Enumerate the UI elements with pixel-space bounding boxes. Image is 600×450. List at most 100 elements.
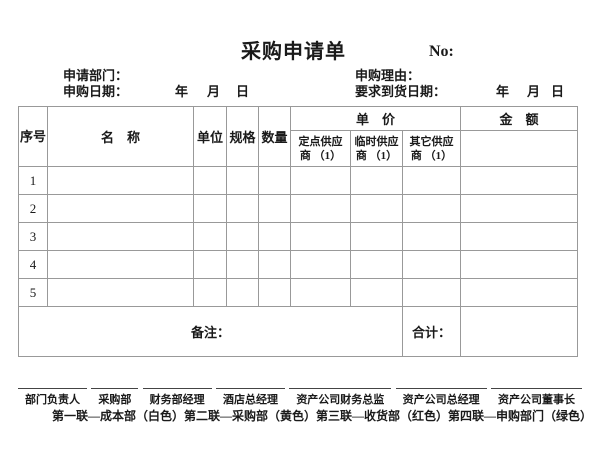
signature-dept-head: 部门负责人 bbox=[18, 388, 87, 407]
item-name-cell bbox=[47, 250, 194, 279]
copy-note-2: 第二联—采购部（黄色） bbox=[184, 409, 317, 423]
item-spec-cell bbox=[226, 194, 259, 223]
row-number: 3 bbox=[18, 222, 48, 251]
item-row-5: 5 bbox=[18, 278, 579, 307]
item-price-other-cell bbox=[401, 222, 462, 251]
purchase-date-day-label: 日 bbox=[236, 84, 250, 99]
item-name-cell bbox=[47, 166, 194, 195]
item-price-fixed-cell bbox=[290, 194, 351, 223]
item-amount-cell bbox=[460, 250, 579, 279]
col-header-unit: 单位 bbox=[193, 106, 227, 167]
copy-notes-row: 第一联—成本部（白色） 第二联—采购部（黄色） 第三联—收货部（红色） 第四联—… bbox=[52, 407, 592, 424]
row-number: 5 bbox=[18, 278, 48, 307]
row-number: 4 bbox=[18, 250, 48, 279]
purchase-date-year-label: 年 bbox=[175, 84, 189, 99]
item-spec-cell bbox=[226, 278, 259, 307]
item-price-fixed-cell bbox=[290, 166, 351, 195]
items-table: 序号 名 称 单位 规格 数量 单 价 金 额 定点供应 商 （1） 临时供应 … bbox=[18, 106, 579, 357]
item-unit-cell bbox=[193, 250, 227, 279]
col-header-unit-price: 单 价 bbox=[289, 106, 462, 131]
item-price-temp-cell bbox=[350, 250, 403, 279]
item-row-4: 4 bbox=[18, 250, 579, 279]
signature-hotel-gm: 酒店总经理 bbox=[215, 388, 285, 407]
item-spec-cell bbox=[226, 222, 259, 251]
purchase-date-month-label: 月 bbox=[207, 84, 221, 99]
required-date-label: 要求到货日期： bbox=[355, 84, 447, 99]
supplier-fixed-line1: 定点供应 bbox=[298, 135, 343, 148]
purchase-date-label: 申购日期： bbox=[63, 84, 129, 99]
item-name-cell bbox=[47, 194, 194, 223]
item-amount-cell bbox=[460, 222, 579, 251]
col-header-name: 名 称 bbox=[47, 106, 194, 167]
item-spec-cell bbox=[226, 166, 259, 195]
supplier-other-line1: 其它供应 bbox=[409, 135, 454, 148]
item-price-temp-cell bbox=[350, 278, 403, 307]
col-header-supplier-fixed: 定点供应 商 （1） bbox=[290, 130, 351, 167]
item-price-fixed-cell bbox=[290, 222, 351, 251]
item-spec-cell bbox=[226, 250, 259, 279]
signature-asset-gm: 资产公司总经理 bbox=[395, 388, 487, 407]
signature-purchasing-dept: 采购部 bbox=[91, 388, 139, 407]
supplier-temp-line2: 商 （1） bbox=[355, 149, 398, 162]
item-qty-cell bbox=[258, 250, 291, 279]
item-unit-cell bbox=[193, 278, 227, 307]
col-header-supplier-temp: 临时供应 商 （1） bbox=[350, 130, 403, 167]
item-unit-cell bbox=[193, 222, 227, 251]
signature-finance-manager: 财务部经理 bbox=[142, 388, 212, 407]
col-header-seq: 序号 bbox=[18, 106, 48, 167]
copy-note-1: 第一联—成本部（白色） bbox=[52, 409, 185, 423]
remark-label: 备注： bbox=[190, 325, 230, 340]
item-qty-cell bbox=[258, 194, 291, 223]
form-title: 采购申请单 bbox=[241, 39, 346, 63]
col-header-amount: 金 额 bbox=[460, 106, 579, 131]
required-date-day-label: 日 bbox=[551, 84, 565, 99]
supplier-fixed-line2: 商 （1） bbox=[299, 149, 342, 162]
copy-note-4: 第四联—申购部门（绿色） bbox=[448, 409, 593, 423]
item-price-temp-cell bbox=[350, 166, 403, 195]
total-value-cell bbox=[460, 306, 579, 357]
item-price-other-cell bbox=[401, 166, 462, 195]
item-name-cell bbox=[47, 278, 194, 307]
form-no-label: No: bbox=[429, 43, 454, 60]
item-qty-cell bbox=[258, 166, 291, 195]
apply-dept-label: 申请部门： bbox=[63, 68, 129, 83]
item-price-fixed-cell bbox=[290, 278, 351, 307]
row-number: 2 bbox=[18, 194, 48, 223]
required-date-month-label: 月 bbox=[527, 84, 541, 99]
footer-row: 备注： 合计： bbox=[18, 306, 579, 357]
item-row-2: 2 bbox=[18, 194, 579, 223]
supplier-temp-line1: 临时供应 bbox=[354, 135, 399, 148]
item-amount-cell bbox=[460, 278, 579, 307]
signature-asset-chairman: 资产公司董事长 bbox=[490, 388, 582, 407]
item-unit-cell bbox=[193, 194, 227, 223]
copy-note-3: 第三联—收货部（红色） bbox=[316, 409, 449, 423]
item-price-temp-cell bbox=[350, 222, 403, 251]
item-price-temp-cell bbox=[350, 194, 403, 223]
signature-row: 部门负责人 采购部 财务部经理 酒店总经理 资产公司财务总监 资产公司总经理 资… bbox=[18, 388, 582, 407]
supplier-other-line2: 商 （1） bbox=[410, 149, 453, 162]
item-price-fixed-cell bbox=[290, 250, 351, 279]
col-header-supplier-other: 其它供应 商 （1） bbox=[401, 130, 462, 167]
item-row-3: 3 bbox=[18, 222, 579, 251]
item-price-other-cell bbox=[401, 278, 462, 307]
item-unit-cell bbox=[193, 166, 227, 195]
header-row-1: 序号 名 称 单位 规格 数量 单 价 金 额 bbox=[18, 106, 579, 167]
item-price-other-cell bbox=[401, 250, 462, 279]
header-row-2: 定点供应 商 （1） 临时供应 商 （1） 其它供应 商 （1） bbox=[19, 130, 579, 167]
amount-subheader-empty-cell bbox=[460, 130, 579, 167]
signature-asset-cfo: 资产公司财务总监 bbox=[289, 388, 392, 407]
item-row-1: 1 bbox=[18, 166, 579, 195]
required-date-year-label: 年 bbox=[496, 84, 510, 99]
remark-cell: 备注： bbox=[18, 306, 403, 357]
item-amount-cell bbox=[460, 194, 579, 223]
col-header-qty: 数量 bbox=[258, 106, 291, 167]
item-qty-cell bbox=[258, 222, 291, 251]
row-number: 1 bbox=[18, 166, 48, 195]
total-label-cell: 合计： bbox=[401, 306, 462, 357]
item-qty-cell bbox=[258, 278, 291, 307]
item-name-cell bbox=[47, 222, 194, 251]
item-amount-cell bbox=[460, 166, 579, 195]
col-header-spec: 规格 bbox=[226, 106, 259, 167]
item-price-other-cell bbox=[401, 194, 462, 223]
